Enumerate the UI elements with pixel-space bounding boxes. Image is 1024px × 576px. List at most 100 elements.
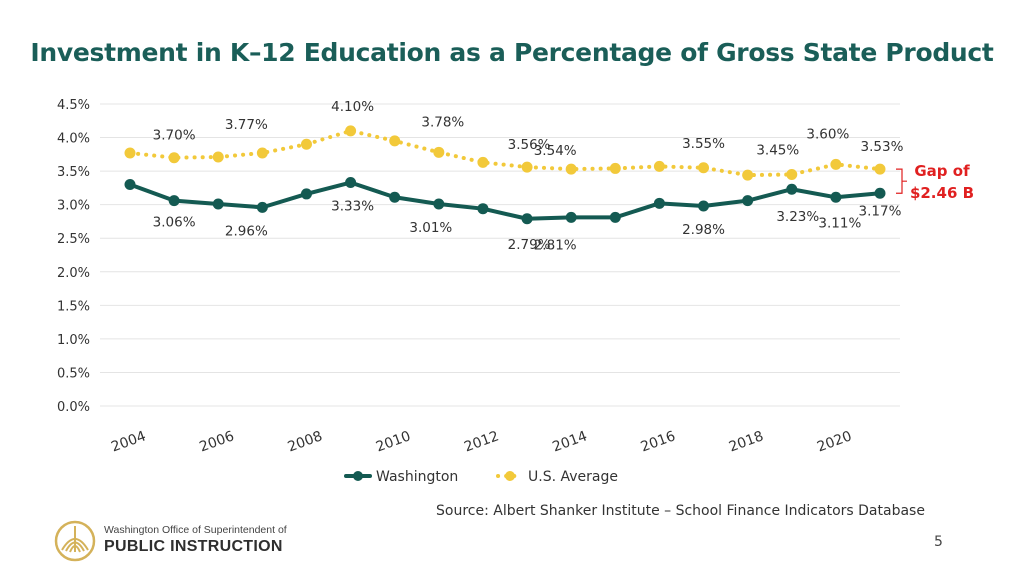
washington-point	[565, 211, 577, 223]
washington-point	[830, 191, 842, 203]
x-tick-label: 2014	[550, 428, 589, 455]
x-tick-label: 2006	[197, 428, 236, 455]
x-axis-tick-labels: 2004 2006 2008 2010 2012 2014 2016 2018 2020	[109, 428, 854, 455]
us-average-point	[653, 160, 665, 172]
us-average-point	[874, 163, 886, 175]
washington-data-label: 3.23%	[776, 209, 819, 225]
washington-data-label: 2.79%	[508, 237, 551, 253]
legend-item-washington: Washington	[344, 469, 458, 485]
line-chart: 0.0% 0.5% 1.0% 1.5% 2.0% 2.5% 3.0% 3.5% 4.0% 4.5%…	[57, 98, 974, 485]
x-tick-label: 2016	[639, 428, 678, 455]
washington-point	[345, 177, 357, 189]
chart-series	[124, 125, 886, 225]
sunburst-seal-icon	[54, 520, 96, 562]
washington-data-label: 2.96%	[225, 223, 268, 239]
washington-point	[477, 203, 489, 215]
us-average-point	[609, 162, 621, 174]
washington-point	[124, 179, 136, 191]
us-average-point	[477, 156, 489, 168]
logo-line1: Washington Office of Superintendent of	[104, 524, 287, 536]
us-average-data-label: 3.53%	[861, 139, 904, 155]
washington-data-label: 3.17%	[859, 203, 902, 219]
washington-point	[389, 191, 401, 203]
washington-point	[521, 213, 533, 225]
washington-data-label: 3.06%	[153, 215, 196, 231]
us-average-point	[212, 151, 224, 163]
washington-data-label: 3.01%	[409, 220, 452, 236]
us-average-point	[300, 138, 312, 150]
y-tick-label: 2.5%	[57, 232, 90, 247]
y-tick-label: 3.0%	[57, 199, 90, 214]
gap-bracket	[896, 168, 907, 194]
us-average-data-label: 3.60%	[806, 126, 849, 142]
logo-line2: PUBLIC INSTRUCTION	[104, 538, 283, 555]
washington-point	[874, 187, 886, 199]
washington-data-label: 3.11%	[818, 215, 861, 231]
chart-legend: Washington U.S. Average	[344, 469, 618, 485]
washington-point	[300, 188, 312, 200]
washington-point	[256, 201, 268, 213]
us-average-point	[256, 147, 268, 159]
us-average-point	[345, 125, 357, 137]
us-average-point	[742, 169, 754, 181]
legend-washington-label: Washington	[376, 469, 458, 485]
x-tick-label: 2008	[286, 428, 325, 455]
washington-point	[168, 195, 180, 207]
x-tick-label: 2018	[727, 428, 766, 455]
us-average-data-label: 3.77%	[225, 117, 268, 133]
washington-line	[129, 180, 881, 221]
chart-gridlines	[100, 103, 900, 407]
washington-point	[433, 198, 445, 210]
washington-data-label: 3.33%	[331, 199, 374, 215]
washington-point	[698, 200, 710, 212]
us-average-point	[124, 147, 136, 159]
us-average-data-label: 3.55%	[682, 136, 725, 152]
us-average-data-label: 3.70%	[153, 128, 196, 144]
y-tick-label: 4.0%	[57, 132, 90, 147]
us-average-point	[389, 135, 401, 147]
washington-data-label: 2.98%	[682, 222, 725, 238]
gap-annotation: Gap of $2.46 B	[896, 162, 974, 202]
us-average-data-label: 3.54%	[534, 143, 577, 159]
us-average-data-label: 3.45%	[756, 142, 799, 158]
us-average-data-label: 3.78%	[421, 114, 464, 130]
us-average-data-label: 4.10%	[331, 99, 374, 115]
y-tick-label: 3.5%	[57, 165, 90, 180]
x-tick-label: 2010	[374, 428, 413, 455]
washington-point	[786, 183, 798, 195]
y-tick-label: 4.5%	[57, 98, 90, 113]
washington-data-label: 2.81%	[534, 237, 577, 253]
legend-us-average-label: U.S. Average	[528, 469, 618, 485]
gap-annotation-line1: Gap of	[914, 162, 970, 180]
ospi-logo: Washington Office of Superintendent of P…	[54, 520, 294, 562]
us-average-point	[521, 161, 533, 173]
y-tick-label: 0.0%	[57, 400, 90, 415]
us-average-point	[433, 146, 445, 158]
x-tick-label: 2004	[109, 428, 148, 455]
x-tick-label: 2012	[462, 428, 501, 455]
y-tick-label: 1.0%	[57, 333, 90, 348]
us-average-point	[698, 162, 710, 174]
washington-point	[212, 198, 224, 210]
legend-us-average-marker	[505, 471, 515, 481]
source-citation: Source: Albert Shanker Institute – Schoo…	[436, 503, 925, 519]
x-tick-label: 2020	[815, 428, 854, 455]
page-number: 5	[934, 534, 943, 550]
y-axis-tick-labels: 0.0% 0.5% 1.0% 1.5% 2.0% 2.5% 3.0% 3.5% 4.0% 4.5%	[57, 98, 90, 415]
us-average-point	[168, 152, 180, 164]
slide-title: Investment in K–12 Education as a Percen…	[30, 38, 994, 67]
y-tick-label: 2.0%	[57, 266, 90, 281]
us-average-point	[565, 163, 577, 175]
washington-point	[609, 211, 621, 223]
y-tick-label: 0.5%	[57, 366, 90, 381]
legend-item-us-average: U.S. Average	[496, 469, 618, 485]
us-average-data-label: 3.56%	[508, 137, 551, 153]
gap-annotation-line2: $2.46 B	[910, 184, 974, 202]
us-average-point	[830, 158, 842, 170]
washington-point	[653, 197, 665, 209]
us-average-line	[128, 128, 882, 178]
y-tick-label: 1.5%	[57, 299, 90, 314]
legend-washington-marker	[353, 471, 363, 481]
washington-point	[742, 195, 754, 207]
chart-data-labels: 3.06% 2.96% 3.33% 3.01% 2.79%2.81% 2.98% 3.23%…	[153, 99, 904, 254]
